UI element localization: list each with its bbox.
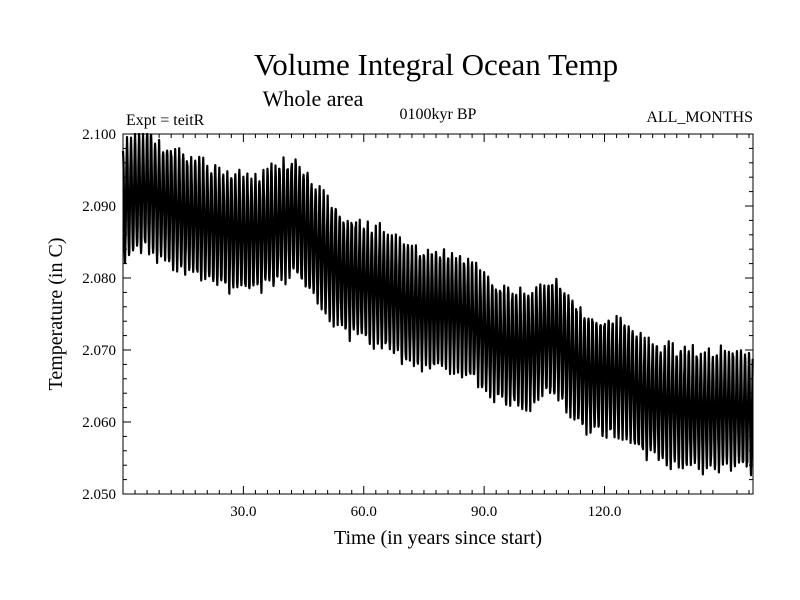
x-tick-label: 90.0 — [471, 504, 497, 520]
y-axis-label: Temperature (in C) — [45, 238, 67, 391]
ticks-layer: 30.0 60.0 90.0 120.0 2.050 2.060 2.070 2.080 2.0… — [82, 127, 753, 520]
chart-subtitle: Whole area — [263, 86, 364, 111]
months-label: ALL_MONTHS — [646, 109, 753, 126]
y-tick-label: 2.100 — [82, 127, 116, 143]
y-tick-label: 2.080 — [82, 271, 116, 287]
x-tick-label: 30.0 — [230, 504, 256, 520]
y-tick-label: 2.060 — [82, 415, 116, 431]
plot-frame — [122, 133, 754, 495]
y-tick-label: 2.050 — [82, 487, 116, 503]
experiment-label: Expt = teitR — [126, 112, 205, 129]
period-label: 0100kyr BP — [400, 106, 477, 123]
y-tick-label: 2.070 — [82, 343, 116, 359]
x-tick-label: 120.0 — [588, 504, 622, 520]
x-tick-label: 60.0 — [351, 504, 377, 520]
chart-title: Volume Integral Ocean Temp — [254, 47, 618, 82]
temperature-series-line — [121, 132, 754, 477]
y-tick-label: 2.090 — [82, 199, 116, 215]
x-axis-label: Time (in years since start) — [334, 527, 542, 549]
series-layer — [121, 132, 754, 477]
